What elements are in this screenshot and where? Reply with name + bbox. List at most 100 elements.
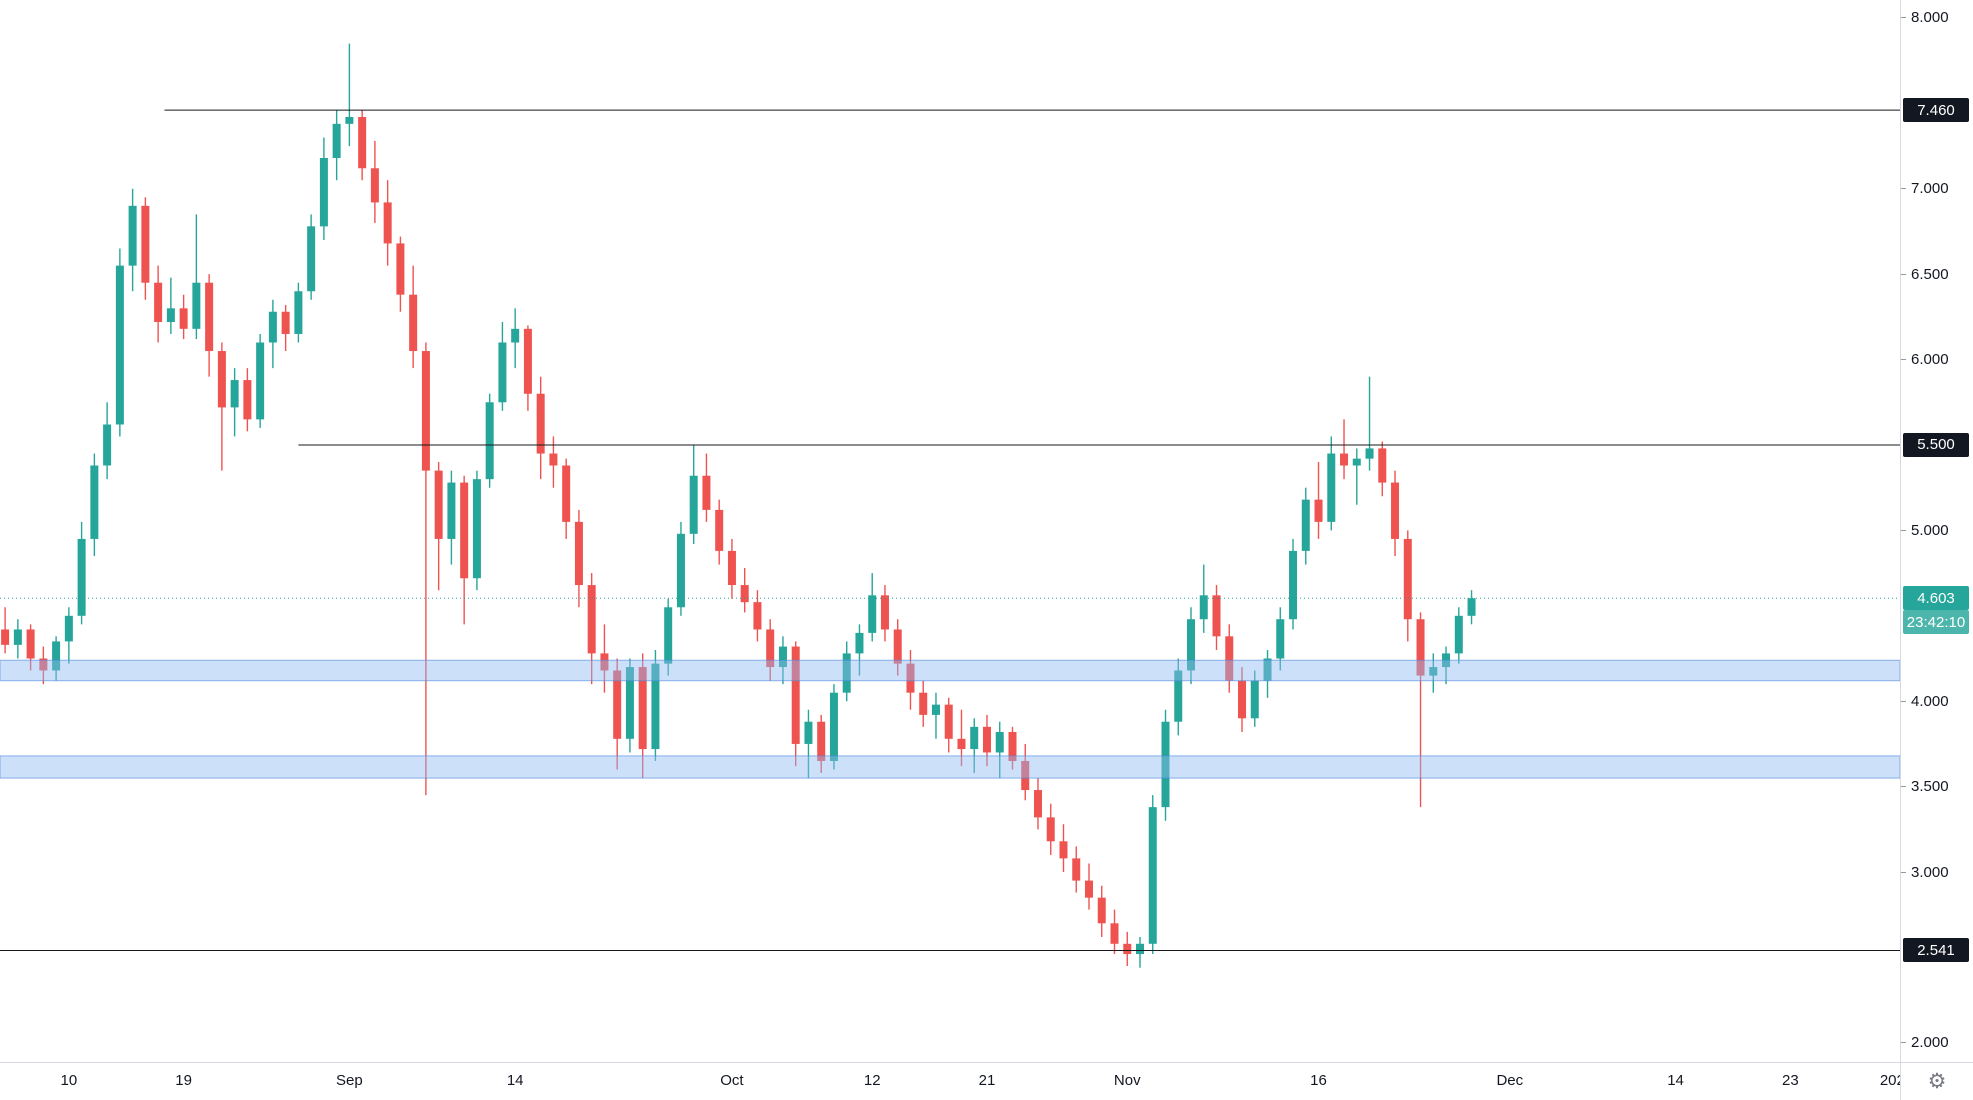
candle-body	[421, 351, 430, 471]
axis-tick-mark	[1901, 17, 1906, 19]
candle-body	[268, 311, 277, 343]
level-price-badge: 5.500	[1903, 432, 1969, 457]
time-axis-label: 12	[863, 1072, 881, 1089]
candle-body	[587, 585, 596, 654]
candle-body	[1072, 858, 1081, 881]
candle-body	[613, 670, 622, 739]
price-axis[interactable]: 8.000 7.000 6.500 6.000 5.000 4.000 3.500 3.000…	[1900, 0, 1973, 1062]
price-axis-label-text: 7.000	[1911, 180, 1949, 198]
candle-body	[1416, 619, 1425, 676]
candle-body	[1352, 458, 1361, 466]
candle-body	[26, 629, 35, 659]
candlestick-plot[interactable]	[0, 0, 1900, 1062]
candle-body	[128, 205, 137, 266]
candle-body	[1174, 670, 1183, 722]
candle-body	[919, 692, 928, 715]
axis-tick-mark	[1901, 700, 1906, 702]
candle-body	[766, 629, 775, 668]
candle-body	[192, 282, 201, 329]
candle-body	[574, 521, 583, 586]
price-axis-label: 4.000	[1901, 693, 1973, 710]
candle-body	[638, 667, 647, 750]
candle-body	[523, 328, 532, 394]
candle-body	[77, 538, 86, 616]
last-price-badge: 4.603	[1903, 586, 1969, 611]
candle-body	[1429, 667, 1438, 676]
time-axis-label: 14	[506, 1072, 524, 1089]
candle-body	[1301, 499, 1310, 551]
axis-tick-mark	[1901, 188, 1906, 190]
price-axis-label-text: 3.000	[1911, 863, 1949, 881]
candle-body	[664, 607, 673, 664]
price-axis-label-text: 6.000	[1911, 351, 1949, 369]
price-zone[interactable]	[0, 659, 1900, 682]
candle-body	[1212, 595, 1221, 637]
bar-countdown-badge: 23:42:10	[1903, 610, 1969, 635]
time-axis[interactable]: 10 19 Sep 14 Oct 12 21 Nov 16 Dec 14 23 202	[0, 1062, 1900, 1100]
candle-body	[154, 282, 163, 322]
time-axis-label: Dec	[1496, 1072, 1524, 1089]
candle-body	[1136, 943, 1144, 955]
candle-body	[1123, 943, 1132, 955]
axis-tick-mark	[1901, 871, 1906, 873]
candle-body	[1327, 453, 1336, 522]
time-axis-label: 23	[1781, 1072, 1799, 1089]
candle-body	[1263, 658, 1272, 681]
price-axis-label-text: 6.500	[1911, 265, 1949, 283]
candle-body	[893, 629, 902, 664]
candle-body	[995, 731, 1004, 753]
price-zone[interactable]	[0, 755, 1900, 779]
candle-body	[1084, 880, 1093, 898]
candle-body	[345, 117, 354, 124]
candle-body	[358, 117, 367, 169]
candle-body	[1365, 448, 1374, 459]
candle-body	[1225, 636, 1234, 681]
candle-body	[1059, 841, 1068, 859]
candle-body	[791, 646, 800, 744]
candle-body	[64, 615, 73, 642]
candle-body	[1046, 817, 1055, 842]
candle-body	[1008, 731, 1017, 762]
candle-body	[549, 453, 558, 466]
time-axis-label: 10	[60, 1072, 78, 1089]
candle-body	[52, 641, 61, 671]
candle-body	[931, 704, 940, 715]
price-axis-label: 8.000	[1901, 9, 1973, 26]
candle-body	[1403, 538, 1412, 620]
candle-body	[319, 158, 328, 227]
time-axis-label: 21	[978, 1072, 996, 1089]
candle-body	[1033, 790, 1042, 818]
time-axis-label: 16	[1310, 1072, 1327, 1089]
candle-body	[1467, 598, 1476, 616]
price-axis-label-text: 3.500	[1911, 778, 1949, 796]
candle-body	[855, 632, 864, 654]
candle-body	[970, 726, 979, 750]
candle-body	[472, 479, 481, 579]
candle-body	[1, 629, 10, 645]
axis-tick-mark	[1901, 529, 1906, 531]
candle-body	[536, 393, 545, 454]
candle-body	[1314, 499, 1323, 522]
gear-icon[interactable]: ⚙	[1927, 1069, 1947, 1093]
candle-body	[256, 342, 265, 420]
candle-body	[804, 721, 813, 744]
axis-tick-mark	[1901, 786, 1906, 788]
candle-body	[689, 475, 698, 534]
candle-body	[880, 595, 889, 630]
candle-body	[13, 629, 22, 645]
candle-body	[281, 311, 290, 334]
price-axis-label: 7.000	[1901, 180, 1973, 198]
candle-body	[1276, 619, 1285, 659]
candle-body	[715, 509, 724, 551]
candle-body	[243, 380, 252, 420]
candle-body	[651, 663, 660, 750]
price-axis-label-text: 5.000	[1911, 521, 1949, 539]
candle-body	[1391, 482, 1400, 539]
candle-body	[1148, 807, 1157, 944]
candle-body	[1161, 721, 1170, 808]
candle-body	[1021, 761, 1030, 791]
level-price-badge: 2.541	[1903, 938, 1969, 963]
candle-body	[817, 721, 826, 762]
axis-tick-mark	[1901, 273, 1906, 275]
candle-body	[370, 168, 379, 203]
